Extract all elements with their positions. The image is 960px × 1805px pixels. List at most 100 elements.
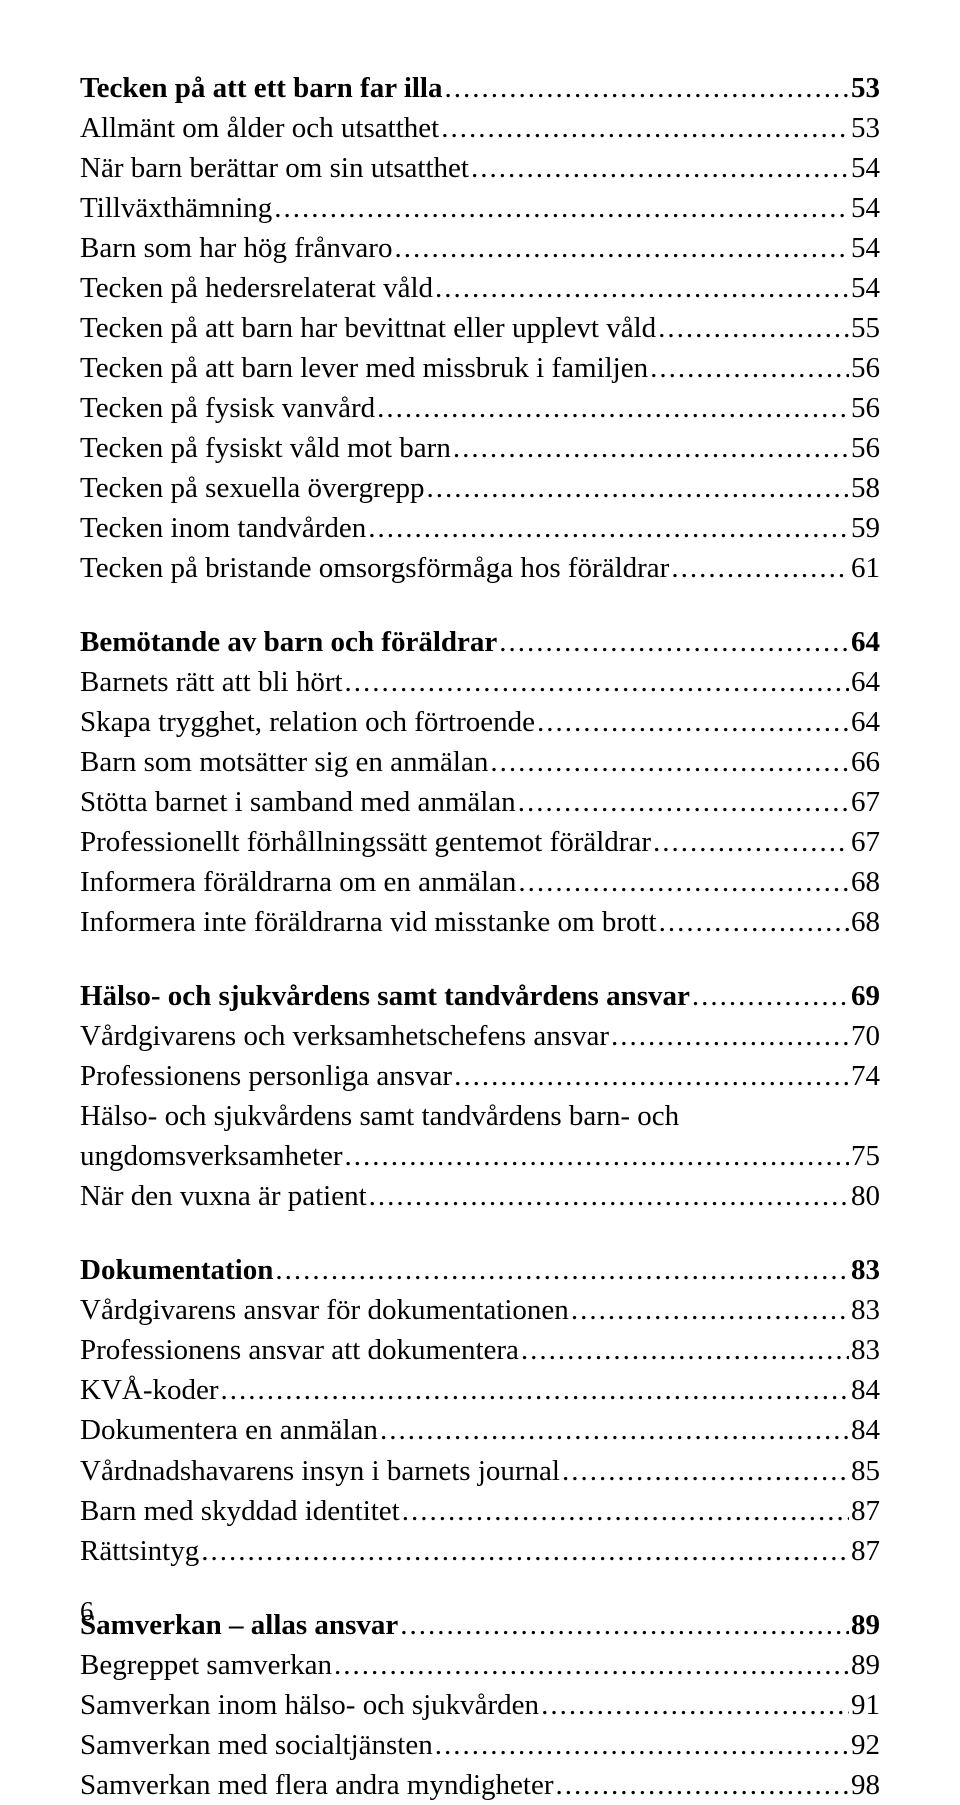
toc-entry-page: 54	[849, 228, 880, 268]
toc-entry-label: Tecken på fysiskt våld mot barn	[80, 428, 451, 468]
toc-dot-leader	[656, 308, 849, 348]
toc-entry-label: Tecken på bristande omsorgsförmåga hos f…	[80, 548, 669, 588]
toc-entry: Samverkan inom hälso- och sjukvården91	[80, 1685, 880, 1725]
toc-entry-label: Informera föräldrarna om en anmälan	[80, 862, 516, 902]
toc-entry-page: 59	[849, 508, 880, 548]
toc-entry-label: KVÅ-koder	[80, 1370, 219, 1410]
toc-dot-leader	[497, 622, 849, 662]
toc-entry-label: När den vuxna är patient	[80, 1176, 367, 1216]
toc-entry: Samverkan – allas ansvar 89	[80, 1605, 880, 1645]
toc-entry: Samverkan med socialtjänsten92	[80, 1725, 880, 1765]
toc-entry-page: 66	[849, 742, 880, 782]
toc-entry-label: Begreppet samverkan	[80, 1645, 332, 1685]
toc-entry: Tecken på fysiskt våld mot barn56	[80, 428, 880, 468]
toc-entry-page: 75	[849, 1136, 880, 1176]
toc-entry: Barn med skyddad identitet87	[80, 1491, 880, 1531]
toc-dot-leader	[519, 1330, 849, 1370]
toc-entry-label: Tecken inom tandvården	[80, 508, 366, 548]
toc-dot-leader	[332, 1645, 849, 1685]
toc-entry: Begreppet samverkan89	[80, 1645, 880, 1685]
toc-dot-leader	[375, 388, 849, 428]
toc-entry-page: 61	[849, 548, 880, 588]
toc-entry-page: 87	[849, 1531, 880, 1571]
toc-entry-label: Tecken på sexuella övergrepp	[80, 468, 424, 508]
toc-entry-page: 98	[849, 1765, 880, 1805]
toc-entry-label: Samverkan – allas ansvar	[80, 1605, 398, 1645]
toc-entry: Vårdgivarens ansvar för dokumentationen8…	[80, 1290, 880, 1330]
toc-entry-label: Barn som har hög frånvaro	[80, 228, 392, 268]
toc-entry: Professionellt förhållningssätt gentemot…	[80, 822, 880, 862]
toc-entry: Tecken på sexuella övergrepp 58	[80, 468, 880, 508]
toc-entry-label: Samverkan med socialtjänsten	[80, 1725, 433, 1765]
toc-entry-label: Samverkan med flera andra myndigheter	[80, 1765, 553, 1805]
toc-entry-label: Vårdnadshavarens insyn i barnets journal	[80, 1451, 560, 1491]
toc-dot-leader	[443, 68, 850, 108]
toc-entry: Tecken på fysisk vanvård56	[80, 388, 880, 428]
toc-dot-leader	[343, 1136, 849, 1176]
toc-dot-leader	[272, 188, 849, 228]
toc-dot-leader	[657, 902, 849, 942]
toc-entry-page: 53	[849, 108, 880, 148]
toc-dot-leader	[439, 108, 849, 148]
toc-dot-leader	[433, 268, 849, 308]
toc-entry-page: 64	[849, 622, 880, 662]
toc-dot-leader	[516, 782, 849, 822]
toc-entry-page: 54	[849, 188, 880, 228]
toc-dot-leader	[669, 548, 849, 588]
toc-entry-label: Hälso- och sjukvårdens samt tandvårdens …	[80, 976, 690, 1016]
toc-entry-page: 83	[849, 1330, 880, 1370]
toc-dot-leader	[560, 1451, 849, 1491]
toc-dot-leader	[569, 1290, 849, 1330]
toc-dot-leader	[219, 1370, 849, 1410]
toc-group: Bemötande av barn och föräldrar64Barnets…	[80, 622, 880, 942]
toc-entry-page: 67	[849, 782, 880, 822]
toc-entry-label: Allmänt om ålder och utsatthet	[80, 108, 439, 148]
toc-entry: Dokumentera en anmälan84	[80, 1410, 880, 1450]
toc-entry-page: 85	[849, 1451, 880, 1491]
toc-entry-label: Samverkan inom hälso- och sjukvården	[80, 1685, 539, 1725]
toc-dot-leader	[539, 1685, 849, 1725]
toc-dot-leader	[535, 702, 849, 742]
toc-entry-page: 64	[849, 662, 880, 702]
toc-entry: KVÅ-koder 84	[80, 1370, 880, 1410]
toc-entry-page: 54	[849, 268, 880, 308]
toc-dot-leader	[609, 1016, 849, 1056]
toc-dot-leader	[400, 1491, 849, 1531]
toc-entry-page: 56	[849, 348, 880, 388]
toc-dot-leader	[452, 1056, 849, 1096]
toc-entry: Vårdgivarens och verksamhetschefens ansv…	[80, 1016, 880, 1056]
toc-entry-label: Skapa trygghet, relation och förtroende	[80, 702, 535, 742]
toc-dot-leader	[273, 1250, 849, 1290]
toc-entry-label: Professionens ansvar att dokumentera	[80, 1330, 519, 1370]
toc-entry-page: 84	[849, 1410, 880, 1450]
toc-entry: Tecken på bristande omsorgsförmåga hos f…	[80, 548, 880, 588]
table-of-contents: Tecken på att ett barn far illa 53 Allmänt…	[80, 68, 880, 1805]
toc-entry-page: 84	[849, 1370, 880, 1410]
toc-entry-page: 70	[849, 1016, 880, 1056]
toc-entry-label: Rättsintyg	[80, 1531, 199, 1571]
toc-entry-page: 58	[849, 468, 880, 508]
toc-entry-label: Tecken på hedersrelaterat våld	[80, 268, 433, 308]
toc-dot-leader	[424, 468, 849, 508]
toc-entry: Tecken på att barn har bevittnat eller u…	[80, 308, 880, 348]
toc-dot-leader	[367, 1176, 849, 1216]
toc-entry: Hälso- och sjukvårdens samt tandvårdens …	[80, 976, 880, 1016]
toc-entry: Tecken inom tandvården 59	[80, 508, 880, 548]
toc-entry-label: Vårdgivarens och verksamhetschefens ansv…	[80, 1016, 609, 1056]
toc-entry-page: 69	[849, 976, 880, 1016]
toc-dot-leader	[516, 862, 849, 902]
toc-entry-label: Tecken på att ett barn far illa	[80, 68, 443, 108]
toc-entry-label: När barn berättar om sin utsatthet	[80, 148, 469, 188]
toc-group: Hälso- och sjukvårdens samt tandvårdens …	[80, 976, 880, 1216]
toc-dot-leader	[392, 228, 849, 268]
toc-entry-label: Professionellt förhållningssätt gentemot…	[80, 822, 651, 862]
toc-entry: Samverkan med flera andra myndigheter 98	[80, 1765, 880, 1805]
toc-group: Dokumentation83Vårdgivarens ansvar för d…	[80, 1250, 880, 1570]
toc-dot-leader	[469, 148, 849, 188]
toc-dot-leader	[398, 1605, 849, 1645]
toc-entry: Tecken på att barn lever med missbruk i …	[80, 348, 880, 388]
toc-dot-leader	[451, 428, 849, 468]
page-number: 6	[80, 1596, 94, 1627]
toc-entry-page: 83	[849, 1290, 880, 1330]
toc-entry-page: 89	[849, 1605, 880, 1645]
